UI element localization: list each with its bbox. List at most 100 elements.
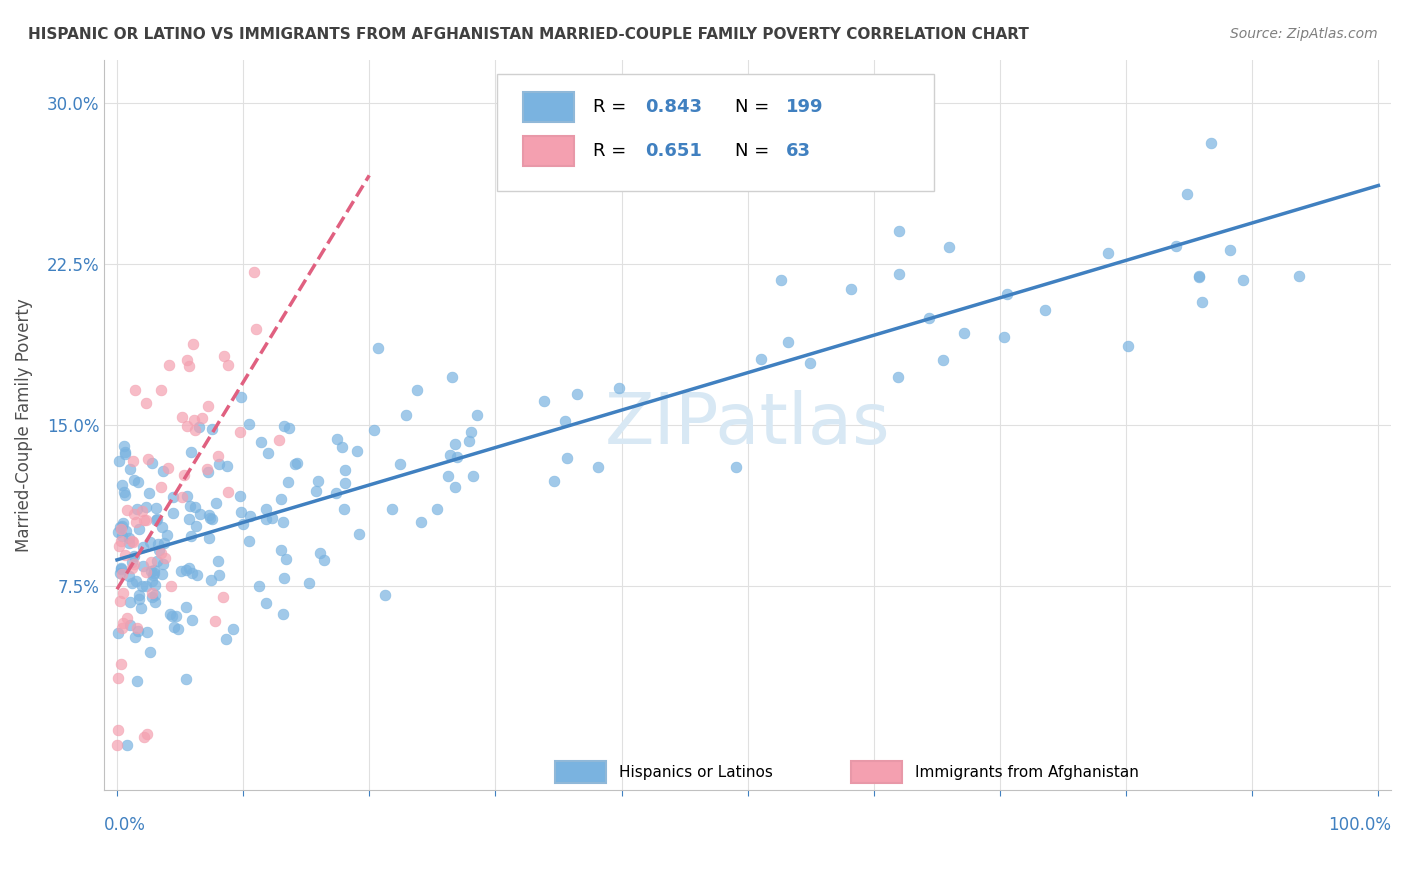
Text: 63: 63 — [786, 142, 811, 160]
Point — [444, 436, 467, 450]
Point — [191, 410, 214, 425]
Point — [135, 500, 157, 514]
Point — [180, 445, 202, 459]
Point — [409, 515, 432, 529]
Point — [122, 557, 145, 571]
Point — [118, 531, 141, 545]
Point — [131, 504, 153, 518]
Point — [367, 341, 389, 355]
Point — [1232, 273, 1254, 287]
Point — [180, 528, 202, 542]
Point — [208, 457, 231, 471]
Point — [217, 485, 239, 500]
Point — [174, 672, 197, 686]
Point — [131, 579, 153, 593]
Point — [114, 488, 136, 502]
Point — [901, 150, 924, 164]
Point — [200, 573, 222, 587]
Point — [141, 456, 163, 470]
Point — [160, 579, 183, 593]
Point — [117, 569, 139, 583]
Point — [437, 469, 460, 483]
Point — [565, 386, 588, 401]
Text: 199: 199 — [786, 98, 824, 116]
Point — [134, 730, 156, 744]
Point — [395, 408, 418, 422]
FancyBboxPatch shape — [523, 93, 574, 121]
Point — [127, 624, 149, 638]
Point — [1175, 186, 1198, 201]
Point — [157, 358, 180, 372]
Point — [150, 546, 173, 560]
Text: Hispanics or Latinos: Hispanics or Latinos — [619, 764, 773, 780]
Point — [143, 588, 166, 602]
Point — [114, 444, 136, 458]
Point — [799, 356, 821, 370]
Point — [307, 475, 329, 489]
Point — [110, 533, 132, 548]
Point — [465, 408, 488, 422]
Point — [128, 592, 150, 607]
Point — [250, 434, 273, 449]
Point — [108, 566, 131, 580]
Text: N =: N = — [735, 98, 775, 116]
Point — [153, 536, 176, 550]
Point — [254, 512, 277, 526]
Point — [176, 352, 198, 367]
Point — [118, 595, 141, 609]
Point — [1199, 136, 1222, 151]
Point — [124, 630, 146, 644]
Point — [142, 568, 165, 582]
Point — [141, 574, 163, 588]
Point — [938, 240, 960, 254]
Point — [173, 468, 195, 483]
Text: HISPANIC OR LATINO VS IMMIGRANTS FROM AFGHANISTAN MARRIED-COUPLE FAMILY POVERTY : HISPANIC OR LATINO VS IMMIGRANTS FROM AF… — [28, 27, 1029, 42]
Point — [770, 272, 793, 286]
Text: R =: R = — [593, 98, 633, 116]
Point — [112, 586, 135, 600]
Point — [228, 489, 250, 503]
Y-axis label: Married-Couple Family Poverty: Married-Couple Family Poverty — [15, 298, 32, 552]
Point — [232, 516, 254, 531]
Point — [156, 528, 179, 542]
Point — [122, 507, 145, 521]
Point — [212, 349, 235, 363]
Point — [995, 287, 1018, 301]
Text: ZIPatlas: ZIPatlas — [605, 391, 890, 459]
Point — [284, 457, 307, 471]
Point — [346, 443, 368, 458]
Point — [132, 559, 155, 574]
Point — [127, 673, 149, 688]
Point — [138, 486, 160, 500]
Point — [110, 560, 132, 574]
Point — [347, 527, 370, 541]
Point — [107, 671, 129, 685]
Point — [145, 500, 167, 515]
Point — [176, 489, 198, 503]
Point — [127, 475, 149, 489]
Point — [148, 543, 170, 558]
Point — [112, 616, 135, 631]
Point — [993, 330, 1015, 344]
Point — [105, 738, 128, 752]
Point — [122, 453, 145, 467]
Point — [127, 501, 149, 516]
Point — [333, 502, 356, 516]
Point — [150, 520, 173, 534]
Point — [118, 536, 141, 550]
Point — [207, 449, 229, 463]
Point — [207, 554, 229, 568]
Point — [125, 516, 148, 530]
Point — [325, 486, 347, 500]
Point — [724, 460, 747, 475]
Point — [138, 451, 160, 466]
Point — [165, 608, 187, 623]
Text: Immigrants from Afghanistan: Immigrants from Afghanistan — [915, 764, 1139, 780]
Point — [1187, 269, 1209, 284]
Point — [111, 566, 134, 581]
Point — [918, 311, 941, 326]
Point — [143, 578, 166, 592]
Point — [141, 555, 163, 569]
Point — [128, 588, 150, 602]
Point — [160, 609, 183, 624]
